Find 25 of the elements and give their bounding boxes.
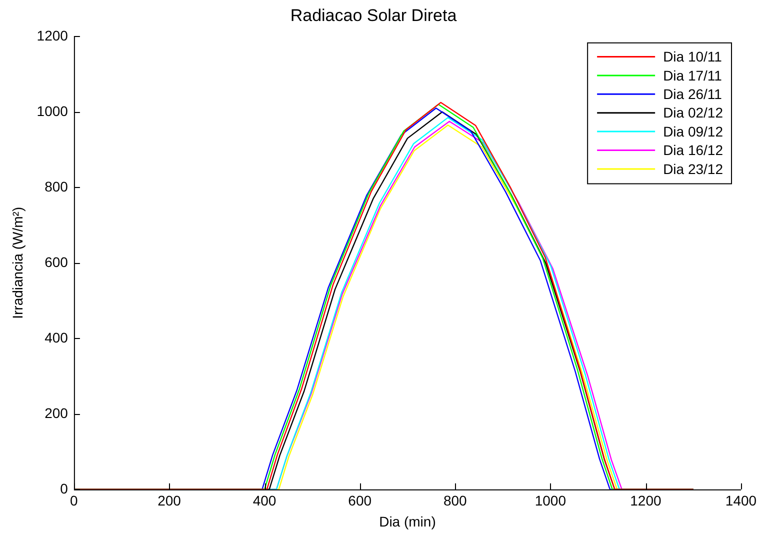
y-tick-label: 600 [44,254,68,270]
legend-label: Dia 26/11 [663,86,722,102]
y-tick-label: 1000 [36,102,68,119]
y-tick-label: 400 [44,329,68,346]
x-tick-label: 800 [443,492,468,509]
x-tick-label: 600 [348,492,372,509]
legend-label: Dia 17/11 [663,67,722,84]
x-tick-label: 1400 [725,492,757,509]
x-tick-label: 0 [70,492,78,509]
y-tick-label: 0 [60,480,68,496]
legend-label: Dia 16/12 [663,142,724,158]
x-axis-title: Dia (min) [379,513,436,530]
legend-label: Dia 10/11 [663,48,722,65]
y-tick-label: 800 [44,178,68,194]
legend-label: Dia 09/12 [663,123,724,140]
legend-label: Dia 02/12 [663,104,724,121]
x-tick-label: 400 [252,492,276,509]
y-tick-label: 200 [44,404,68,421]
x-tick-label: 1000 [534,492,566,509]
x-tick-label: 1200 [630,492,662,509]
x-tick-label: 200 [158,492,182,509]
legend-label: Dia 23/12 [663,160,724,177]
y-tick-label: 1200 [36,27,68,44]
y-axis-title: Irradiancia (W/m²) [9,206,26,319]
chart-title: Radiacao Solar Direta [290,6,458,25]
